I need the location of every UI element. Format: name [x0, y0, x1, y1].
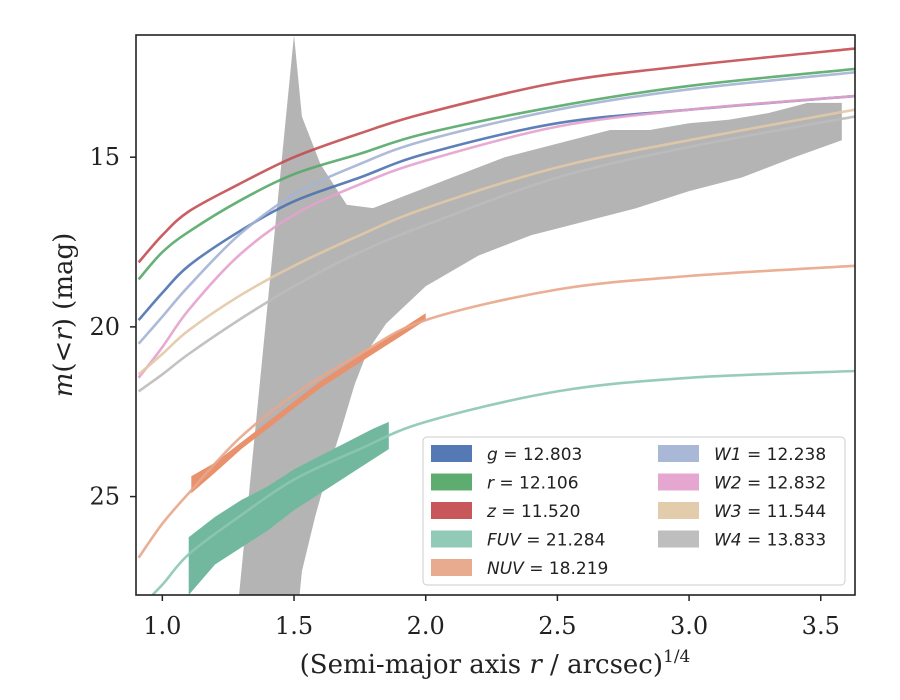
series-line-fuv: [150, 369, 855, 595]
legend-label-nuv: NUV = 18.219: [487, 559, 608, 579]
series-line-r: [137, 67, 855, 281]
legend-swatch-r: [431, 473, 472, 491]
series-line-z: [137, 47, 855, 264]
y-tick-label: 25: [89, 483, 120, 511]
legend-swatch-g: [431, 445, 472, 462]
plot-frame: [135, 34, 856, 596]
x-tick-label: 3.0: [670, 612, 708, 640]
bands-layer: [188, 35, 842, 595]
x-axis-ticks: 1.0 1.5 2.0 2.5 3.0 3.5: [143, 595, 840, 640]
legend-swatch-nuv: [431, 559, 472, 576]
series-line-w3: [137, 108, 855, 376]
nuv-band-area: [191, 313, 426, 494]
legend-box: [422, 436, 846, 586]
w4-band-area: [239, 35, 842, 595]
series-line-nuv: [137, 264, 855, 559]
legend-swatch-w2: [658, 473, 699, 491]
legend-label-g: g = 12.803: [487, 445, 582, 465]
legend-label-w2: W2 = 12.832: [714, 474, 826, 494]
y-tick-label: 15: [89, 143, 120, 171]
legend-label-w1: W1 = 12.238: [714, 445, 826, 465]
legend-label-z: z = 11.520: [486, 502, 580, 522]
lines-layer: [137, 47, 855, 595]
y-axis-ticks: 15 20 25: [89, 143, 136, 511]
legend-label-r: r = 12.106: [487, 474, 579, 494]
fuv-band-area: [188, 421, 389, 595]
series-line-w4: [137, 115, 855, 393]
x-tick-label: 3.5: [802, 612, 840, 640]
series-line-w2: [137, 94, 855, 379]
series-line-w1: [137, 71, 855, 345]
x-tick-label: 2.5: [538, 612, 576, 640]
legend: g = 12.803 r = 12.106 z = 11.520 FUV = 21.2…: [422, 436, 846, 586]
legend-swatch-w4: [658, 530, 699, 548]
x-axis-label: (Semi-major axis r / arcsec)1/4: [300, 647, 691, 680]
legend-swatch-w1: [658, 445, 699, 462]
legend-swatch-fuv: [431, 530, 472, 548]
x-tick-label: 1.5: [275, 612, 313, 640]
y-axis-label: m(<r) (mag): [49, 233, 79, 398]
x-tick-label: 1.0: [143, 612, 181, 640]
legend-swatch-w3: [658, 502, 699, 519]
legend-label-w3: W3 = 11.544: [714, 502, 826, 522]
y-tick-label: 20: [89, 313, 120, 341]
x-tick-label: 2.0: [407, 612, 445, 640]
legend-swatch-z: [431, 502, 472, 519]
legend-label-w4: W4 = 13.833: [714, 531, 826, 551]
legend-label-fuv: FUV = 21.284: [487, 531, 605, 551]
